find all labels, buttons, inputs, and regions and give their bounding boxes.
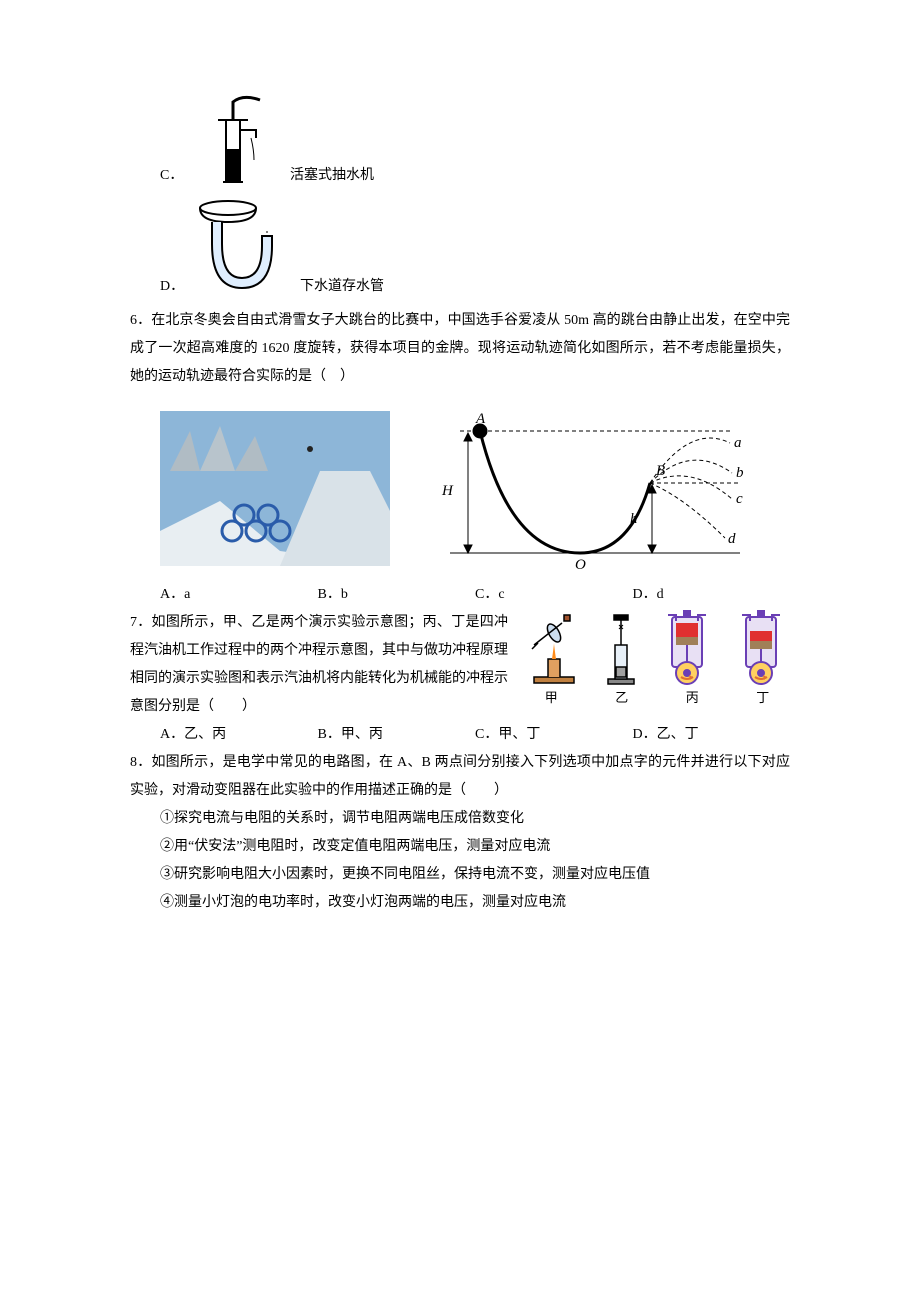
diagram-label-c: c xyxy=(736,491,743,507)
diagram-label-a: a xyxy=(734,435,742,451)
option-label: 下水道存水管 xyxy=(300,273,384,301)
pump-icon xyxy=(188,90,278,190)
circled-1: ① xyxy=(160,811,174,826)
q7-option-d[interactable]: D．乙、丁 xyxy=(633,721,791,749)
engine-bing-icon xyxy=(658,609,716,687)
diagram-label-H: H xyxy=(441,483,454,499)
q6-options: A．a B．b C．c D．d xyxy=(130,581,790,609)
circled-2: ② xyxy=(160,839,174,854)
q8-item-1: ①探究电流与电阻的关系时，调节电阻两端电压成倍数变化 xyxy=(130,805,790,833)
q8-stem: 8．如图所示，是电学中常见的电路图，在 A、B 两点间分别接入下列选项中加点字的… xyxy=(130,749,790,805)
q7-text: 如图所示，甲、乙是两个演示实验示意图；丙、丁是四冲程汽油机工作过程中的两个冲程示… xyxy=(130,615,508,714)
q7-option-a[interactable]: A．乙、丙 xyxy=(160,721,318,749)
q6-option-b[interactable]: B．b xyxy=(318,581,476,609)
option-label: 活塞式抽水机 xyxy=(290,162,374,190)
q6-number: 6． xyxy=(130,313,151,328)
option-letter: C． xyxy=(160,162,188,190)
q5-option-d[interactable]: D． 下水道存水管 xyxy=(130,196,790,301)
q8-item-4: ④测量小灯泡的电功率时，改变小灯泡两端的电压，测量对应电流 xyxy=(130,889,790,917)
caption-yi: 乙 xyxy=(595,687,650,706)
q8-number: 8． xyxy=(130,755,151,770)
q7-number: 7． xyxy=(130,615,152,630)
engine-ding-icon xyxy=(732,609,790,687)
diagram-label-d: d xyxy=(728,531,736,547)
q7-options: A．乙、丙 B．甲、丙 C．甲、丁 D．乙、丁 xyxy=(130,721,790,749)
q6-text: 在北京冬奥会自由式滑雪女子大跳台的比赛中，中国选手谷爱凌从 50m 高的跳台由静… xyxy=(130,313,790,384)
q8-item-1-text: 探究电流与电阻的关系时，调节电阻两端电压成倍数变化 xyxy=(174,811,524,826)
diagram-label-O: O xyxy=(575,557,586,573)
caption-ding: 丁 xyxy=(736,687,791,706)
q6-stem: 6．在北京冬奥会自由式滑雪女子大跳台的比赛中，中国选手谷爱凌从 50m 高的跳台… xyxy=(130,307,790,391)
diagram-label-B: B xyxy=(656,463,665,479)
option-letter: D． xyxy=(160,273,188,301)
experiment-jia-icon xyxy=(524,609,584,687)
q6-option-a[interactable]: A．a xyxy=(160,581,318,609)
q7-figures: 甲 乙 丙 丁 xyxy=(524,609,790,706)
experiment-yi-icon xyxy=(600,609,642,687)
trajectory-diagram: A H O B h a b c d xyxy=(430,403,750,573)
q6-option-d[interactable]: D．d xyxy=(633,581,791,609)
q7-option-b[interactable]: B．甲、丙 xyxy=(318,721,476,749)
q7-option-c[interactable]: C．甲、丁 xyxy=(475,721,633,749)
diagram-label-A: A xyxy=(475,411,486,427)
q8-item-2-text: 用“伏安法”测电阻时，改变定值电阻两端电压，测量对应电流 xyxy=(174,839,550,854)
circled-4: ④ xyxy=(160,895,174,910)
q8-item-2: ②用“伏安法”测电阻时，改变定值电阻两端电压，测量对应电流 xyxy=(130,833,790,861)
q8-item-3-text: 研究影响电阻大小因素时，更换不同电阻丝，保持电流不变，测量对应电压值 xyxy=(174,867,650,882)
q8-text: 如图所示，是电学中常见的电路图，在 A、B 两点间分别接入下列选项中加点字的元件… xyxy=(130,755,790,798)
ski-jump-photo xyxy=(160,411,390,566)
q5-option-c[interactable]: C． 活塞式抽水机 xyxy=(130,90,790,190)
q8-item-4-text: 测量小灯泡的电功率时，改变小灯泡两端的电压，测量对应电流 xyxy=(174,895,566,910)
drain-trap-icon xyxy=(188,196,288,301)
caption-bing: 丙 xyxy=(665,687,720,706)
circled-3: ③ xyxy=(160,867,174,882)
q6-option-c[interactable]: C．c xyxy=(475,581,633,609)
diagram-label-h: h xyxy=(630,511,638,527)
caption-jia: 甲 xyxy=(524,687,579,706)
q8-item-3: ③研究影响电阻大小因素时，更换不同电阻丝，保持电流不变，测量对应电压值 xyxy=(130,861,790,889)
diagram-label-b: b xyxy=(736,465,744,481)
